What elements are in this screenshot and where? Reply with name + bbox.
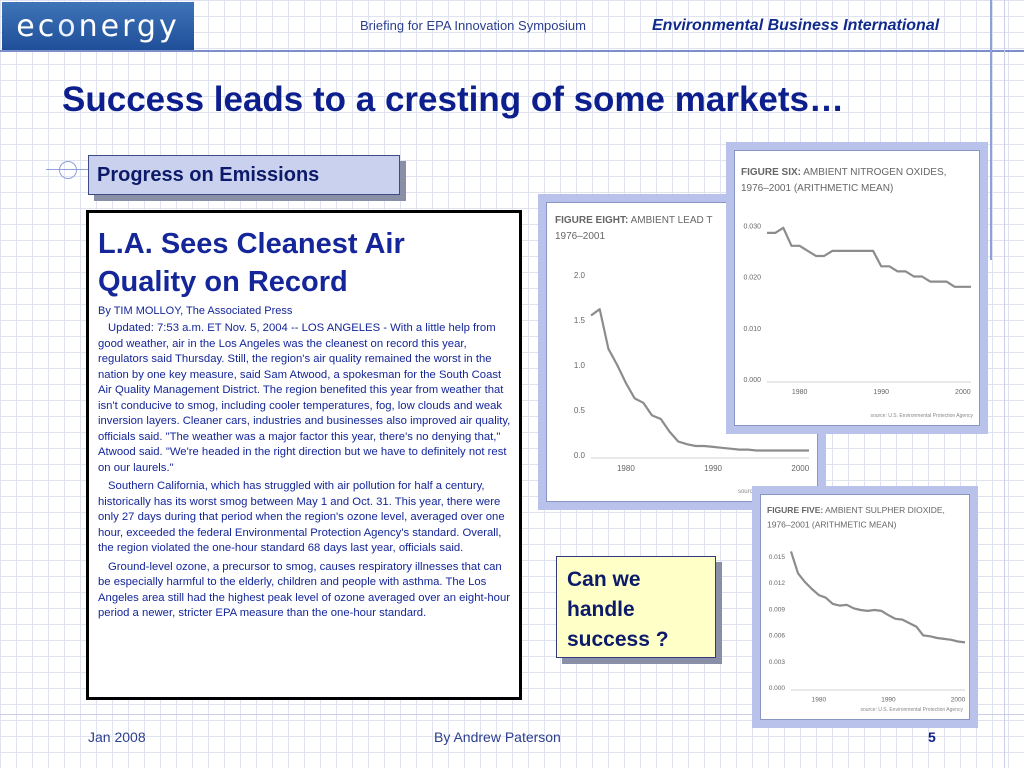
chart-title: FIGURE SIX: AMBIENT NITROGEN OXIDES, xyxy=(741,167,946,178)
chart-title-rest: AMBIENT NITROGEN OXIDES, xyxy=(801,167,946,178)
progress-label-text: Progress on Emissions xyxy=(97,163,320,186)
series-line xyxy=(789,551,966,644)
y-tick-label: 0.015 xyxy=(769,554,786,561)
progress-on-emissions-label: Progress on Emissions xyxy=(88,155,400,195)
x-tick-label: 1980 xyxy=(812,697,827,704)
x-tick-label: 1990 xyxy=(704,464,722,473)
y-tick-label: 0.000 xyxy=(769,685,786,692)
news-article: L.A. Sees Cleanest Air Quality on Record… xyxy=(86,210,522,700)
y-tick-label: 2.0 xyxy=(574,271,586,280)
y-tick-label: 0.003 xyxy=(769,659,786,666)
y-tick-label: 0.010 xyxy=(743,326,761,333)
chart-subtitle: 1976–2001 (ARITHMETIC MEAN) xyxy=(741,183,893,194)
slide-title: Success leads to a cresting of some mark… xyxy=(62,80,844,119)
chart-title: FIGURE FIVE: AMBIENT SULPHER DIOXIDE, xyxy=(767,505,945,515)
vertical-gridline xyxy=(1004,0,1005,768)
x-tick-label: 2000 xyxy=(951,697,966,704)
footer-author: By Andrew Paterson xyxy=(434,729,561,745)
y-tick-label: 0.012 xyxy=(769,580,786,587)
y-tick-label: 0.0 xyxy=(574,451,586,460)
y-tick-label: 1.0 xyxy=(574,361,586,370)
y-tick-label: 0.5 xyxy=(574,406,586,415)
chart-title-lead: FIGURE EIGHT: xyxy=(555,215,628,226)
chart-subtitle: 1976–2001 (ARITHMETIC MEAN) xyxy=(767,520,897,530)
chart-title-lead: FIGURE FIVE: xyxy=(767,505,823,515)
footer-divider xyxy=(0,714,1024,715)
logo-text: econergy xyxy=(16,8,180,44)
article-headline: L.A. Sees Cleanest Air Quality on Record xyxy=(98,228,405,298)
chart-title-rest: AMBIENT SULPHER DIOXIDE, xyxy=(823,505,945,515)
figure-six-nitrogen-chart: FIGURE SIX: AMBIENT NITROGEN OXIDES, 1976… xyxy=(734,150,980,426)
x-tick-label: 1980 xyxy=(617,464,635,473)
chart-source: source: U.S. Environmental Protection Ag… xyxy=(870,413,973,419)
x-tick-label: 2000 xyxy=(791,464,809,473)
figure-five-sulpher-chart: FIGURE FIVE: AMBIENT SULPHER DIOXIDE, 197… xyxy=(760,494,970,720)
article-byline: By TIM MOLLOY, The Associated Press xyxy=(98,305,293,317)
callout-text: Can we handle success ? xyxy=(567,568,669,651)
article-paragraph: Updated: 7:53 a.m. ET Nov. 5, 2004 -- LO… xyxy=(98,322,511,474)
econergy-logo: econergy xyxy=(2,2,194,50)
y-tick-label: 0.020 xyxy=(743,275,761,282)
vertical-divider xyxy=(990,0,992,260)
sulpher-chart-svg: FIGURE FIVE: AMBIENT SULPHER DIOXIDE, 197… xyxy=(767,505,966,713)
chart-title-rest: AMBIENT LEAD T xyxy=(628,215,712,226)
series-line xyxy=(767,226,971,288)
success-callout: Can we handle success ? xyxy=(556,556,716,658)
nitrogen-chart-svg: FIGURE SIX: AMBIENT NITROGEN OXIDES, 1976… xyxy=(741,167,973,419)
lead-chart-svg: FIGURE EIGHT: AMBIENT LEAD T 1976–2001 0.0… xyxy=(555,215,811,495)
chart-source: source: U.S. Environmental xyxy=(738,489,811,495)
x-tick-label: 1990 xyxy=(881,697,896,704)
article-paragraph: Ground-level ozone, a precursor to smog,… xyxy=(98,560,510,620)
y-tick-label: 0.006 xyxy=(769,633,786,640)
x-tick-label: 1990 xyxy=(873,389,889,396)
chart-source: source: U.S. Environmental Protection Ag… xyxy=(860,707,963,713)
header-divider xyxy=(0,50,1024,52)
chart-title-lead: FIGURE SIX: xyxy=(741,167,801,178)
footer-date: Jan 2008 xyxy=(88,729,146,745)
y-tick-label: 0.000 xyxy=(743,377,761,384)
article-paragraph: Southern California, which has struggled… xyxy=(98,480,505,554)
briefing-subtitle: Briefing for EPA Innovation Symposium xyxy=(360,18,586,33)
x-tick-label: 1980 xyxy=(792,389,808,396)
page-number: 5 xyxy=(928,729,936,745)
y-tick-label: 0.009 xyxy=(769,606,786,613)
series-line xyxy=(590,308,809,452)
chart-subtitle: 1976–2001 xyxy=(555,231,605,242)
crosshair-circle xyxy=(59,161,77,179)
organization-name: Environmental Business International xyxy=(652,17,940,34)
x-tick-label: 2000 xyxy=(955,389,971,396)
y-tick-label: 1.5 xyxy=(574,316,586,325)
chart-title: FIGURE EIGHT: AMBIENT LEAD T xyxy=(555,215,712,226)
y-tick-label: 0.030 xyxy=(743,223,761,230)
